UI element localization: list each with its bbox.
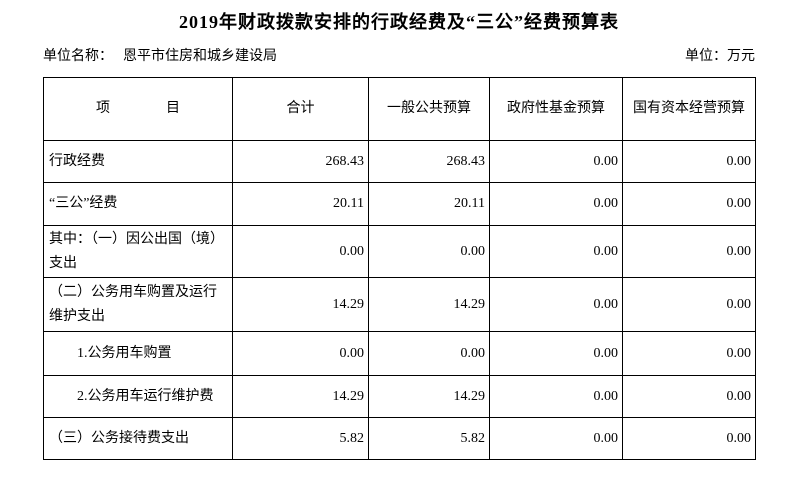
- cell-item: 1.公务用车购置: [43, 331, 233, 376]
- col-header-gov-fund-budget: 政府性基金预算: [489, 77, 623, 141]
- cell-general-budget: 268.43: [368, 140, 490, 183]
- currency-unit-label: 单位：万元: [685, 49, 755, 64]
- cell-general-budget: 0.00: [368, 225, 490, 278]
- cell-general-budget: 5.82: [368, 417, 490, 460]
- cell-state-capital-budget: 0.00: [622, 331, 756, 376]
- cell-total: 14.29: [232, 375, 369, 418]
- cell-item: 其中：（一）因公出国（境）支出: [43, 225, 233, 278]
- col-header-general-budget: 一般公共预算: [368, 77, 490, 141]
- cell-state-capital-budget: 0.00: [622, 277, 756, 332]
- col-header-item: 项 目: [43, 77, 233, 141]
- budget-table: 项 目 合计 一般公共预算 政府性基金预算 国有资本经营预算 行政经费 268.…: [43, 77, 756, 460]
- table-row-three-public-expense: “三公”经费 20.11 20.11 0.00 0.00: [43, 182, 756, 226]
- cell-total: 5.82: [232, 417, 369, 460]
- cell-general-budget: 20.11: [368, 182, 490, 226]
- cell-total: 268.43: [232, 140, 369, 183]
- cell-gov-fund-budget: 0.00: [489, 331, 623, 376]
- cell-total: 20.11: [232, 182, 369, 226]
- table-row-vehicle-expense: （二）公务用车购置及运行维护支出 14.29 14.29 0.00 0.00: [43, 277, 756, 332]
- cell-state-capital-budget: 0.00: [622, 140, 756, 183]
- cell-gov-fund-budget: 0.00: [489, 182, 623, 226]
- cell-gov-fund-budget: 0.00: [489, 417, 623, 460]
- page-title: 2019年财政拨款安排的行政经费及“三公”经费预算表: [179, 12, 619, 32]
- cell-item: （二）公务用车购置及运行维护支出: [43, 277, 233, 332]
- cell-state-capital-budget: 0.00: [622, 417, 756, 460]
- table-row-vehicle-maintenance: 2.公务用车运行维护费 14.29 14.29 0.00 0.00: [43, 375, 756, 418]
- col-header-state-capital-budget: 国有资本经营预算: [622, 77, 756, 141]
- cell-item: 2.公务用车运行维护费: [43, 375, 233, 418]
- cell-item: “三公”经费: [43, 182, 233, 226]
- cell-total: 14.29: [232, 277, 369, 332]
- cell-general-budget: 14.29: [368, 375, 490, 418]
- cell-gov-fund-budget: 0.00: [489, 277, 623, 332]
- cell-general-budget: 0.00: [368, 331, 490, 376]
- cell-state-capital-budget: 0.00: [622, 375, 756, 418]
- cell-state-capital-budget: 0.00: [622, 225, 756, 278]
- col-header-total: 合计: [232, 77, 369, 141]
- cell-state-capital-budget: 0.00: [622, 182, 756, 226]
- cell-total: 0.00: [232, 225, 369, 278]
- table-row-vehicle-purchase: 1.公务用车购置 0.00 0.00 0.00 0.00: [43, 331, 756, 376]
- cell-gov-fund-budget: 0.00: [489, 375, 623, 418]
- unit-name: 单位名称： 恩平市住房和城乡建设局: [43, 45, 277, 65]
- table-header-row: 项 目 合计 一般公共预算 政府性基金预算 国有资本经营预算: [43, 77, 756, 141]
- cell-gov-fund-budget: 0.00: [489, 140, 623, 183]
- table-row-admin-expense: 行政经费 268.43 268.43 0.00 0.00: [43, 140, 756, 183]
- unit-name-value: 恩平市住房和城乡建设局: [123, 49, 277, 64]
- meta-row: 单位名称： 恩平市住房和城乡建设局 单位：万元: [43, 45, 755, 65]
- table-row-reception-expense: （三）公务接待费支出 5.82 5.82 0.00 0.00: [43, 417, 756, 460]
- cell-general-budget: 14.29: [368, 277, 490, 332]
- cell-item: 行政经费: [43, 140, 233, 183]
- cell-gov-fund-budget: 0.00: [489, 225, 623, 278]
- table-row-abroad-expense: 其中：（一）因公出国（境）支出 0.00 0.00 0.00 0.00: [43, 225, 756, 278]
- unit-name-label: 单位名称：: [43, 49, 113, 64]
- cell-total: 0.00: [232, 331, 369, 376]
- cell-item: （三）公务接待费支出: [43, 417, 233, 460]
